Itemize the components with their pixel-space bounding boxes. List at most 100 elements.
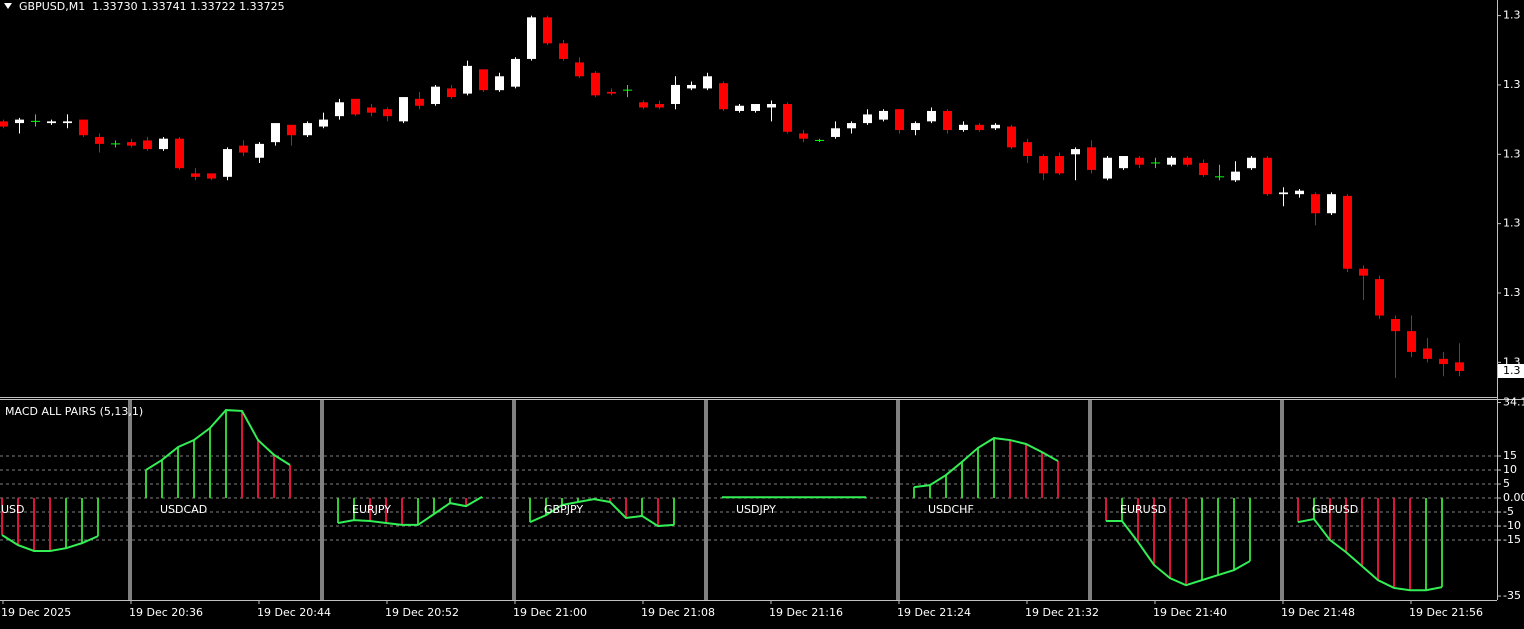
histogram-bar — [1025, 443, 1027, 499]
histogram-bar — [1041, 452, 1043, 499]
candle-body — [911, 123, 920, 131]
candle-body — [239, 145, 248, 153]
candle-body — [431, 86, 440, 105]
histogram-bar — [961, 461, 963, 499]
candle-body — [783, 104, 792, 132]
histogram-bar — [257, 440, 259, 499]
x-tick-label: 19 Dec 20:44 — [257, 606, 331, 619]
histogram-bar — [641, 498, 643, 516]
candle-body — [1295, 190, 1304, 195]
indicator-line — [913, 437, 1059, 489]
candle-body — [559, 43, 568, 59]
candle-body — [319, 119, 328, 127]
candle-body — [1247, 157, 1256, 169]
y-tick-label: 1.3 — [1503, 147, 1521, 160]
candle-body — [1375, 279, 1384, 316]
candle-body — [463, 65, 472, 94]
candle-body — [159, 138, 168, 150]
candle-body — [95, 136, 104, 144]
histogram-bar — [193, 440, 195, 499]
candle-body — [1183, 157, 1192, 165]
menu-triangle[interactable] — [4, 3, 12, 9]
pair-label: USDCHF — [928, 503, 974, 516]
histogram-bar — [1233, 498, 1235, 571]
candle-body — [767, 104, 776, 108]
y-tick-label: 0.00 — [1503, 491, 1524, 504]
histogram-bar — [385, 498, 387, 523]
histogram-bar — [241, 410, 243, 499]
histogram-bar — [1313, 498, 1315, 520]
candle-body — [15, 119, 24, 124]
indicator-line — [1, 534, 99, 552]
candle-body — [655, 104, 664, 108]
y-tick-label: 1.3 — [1503, 286, 1521, 299]
x-tick-label: 19 Dec 21:40 — [1153, 606, 1227, 619]
candle-body — [527, 17, 536, 59]
histogram-bar — [1345, 498, 1347, 553]
candle-body — [1407, 331, 1416, 352]
chart-title: GBPUSD,M1 1.33730 1.33741 1.33722 1.3372… — [19, 0, 285, 13]
candle-body — [223, 149, 232, 177]
x-tick-label: 19 Dec 21:08 — [641, 606, 715, 619]
histogram-bar — [1105, 498, 1107, 522]
candle-body — [847, 123, 856, 129]
histogram-bar — [1249, 498, 1251, 562]
candle-body — [1359, 268, 1368, 276]
candle-body — [127, 142, 136, 146]
candle-body — [975, 124, 984, 131]
candle-body — [287, 124, 296, 136]
candle-body — [1439, 358, 1448, 365]
candle-body — [399, 97, 408, 122]
histogram-bar — [65, 498, 67, 549]
y-tick-label: -5 — [1503, 505, 1514, 518]
current-price-box — [1498, 363, 1524, 378]
indicator-line — [529, 498, 675, 528]
histogram-bar — [673, 498, 675, 525]
y-tick-label: -15 — [1503, 533, 1521, 546]
pair-label: GBPJPY — [544, 503, 583, 516]
indicator-line — [1106, 520, 1251, 587]
candle-body — [335, 102, 344, 117]
candle-body — [799, 133, 808, 139]
y-tick-label: 5 — [1503, 477, 1510, 490]
candle-body — [543, 17, 552, 44]
histogram-bar — [657, 498, 659, 527]
histogram-bar — [449, 498, 451, 504]
y-tick-label: -35 — [1503, 589, 1521, 602]
candle-body — [495, 76, 504, 91]
histogram-bar — [1377, 498, 1379, 581]
candle-body — [303, 123, 312, 136]
candle-body — [255, 143, 264, 158]
candle-body — [927, 110, 936, 122]
histogram-bar — [209, 428, 211, 499]
candle-body — [959, 124, 968, 131]
panel-separator — [704, 400, 708, 600]
candle-body — [639, 102, 648, 108]
candle-body — [719, 83, 728, 110]
candle-body — [607, 91, 616, 94]
candle-body — [1279, 192, 1288, 195]
y-tick-label: 15 — [1503, 449, 1517, 462]
indicator-line — [1297, 517, 1443, 592]
candle-body — [1087, 147, 1096, 170]
histogram-bar — [977, 447, 979, 499]
candle-body — [367, 107, 376, 113]
x-tick-label: 19 Dec 2025 — [1, 606, 71, 619]
candle-body — [1455, 362, 1464, 371]
candle-body — [879, 110, 888, 120]
candle-body — [351, 98, 360, 115]
candle-body — [511, 58, 520, 87]
candle-body — [47, 121, 56, 124]
candle-body — [991, 124, 1000, 129]
panel-separator — [1280, 400, 1284, 600]
candle-body — [1167, 157, 1176, 165]
candle-body — [191, 173, 200, 177]
y-tick-label: 34.1 — [1503, 396, 1524, 409]
histogram-bar — [1153, 498, 1155, 565]
current-price-label: 1.3 — [1503, 364, 1521, 377]
candle-body — [1039, 156, 1048, 174]
candle-body — [479, 69, 488, 91]
candle-body — [0, 121, 8, 127]
histogram-bar — [1217, 498, 1219, 576]
